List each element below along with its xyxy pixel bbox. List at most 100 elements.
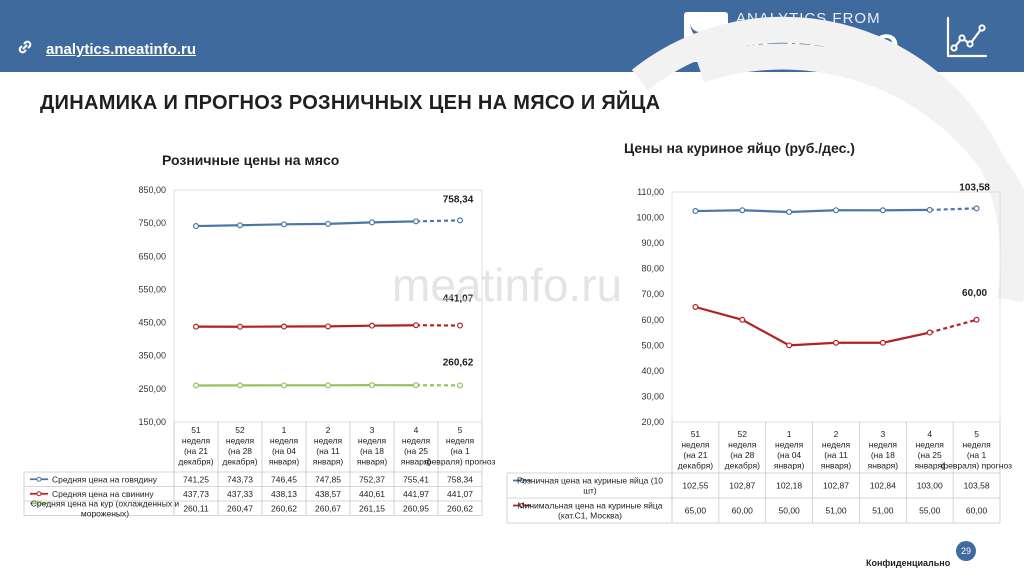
data-point xyxy=(369,219,376,226)
legend-marker xyxy=(36,500,42,506)
y-tick-label: 60,00 xyxy=(641,315,664,325)
data-point xyxy=(281,221,288,228)
page-number: 29 xyxy=(956,541,976,561)
y-tick-label: 40,00 xyxy=(641,366,664,376)
data-point xyxy=(973,316,980,323)
table-cell-value: 752,37 xyxy=(359,474,385,484)
legend-marker xyxy=(519,478,525,483)
table-cell-value: 102,84 xyxy=(870,481,896,491)
data-point xyxy=(193,382,200,389)
table-cell-value: 758,34 xyxy=(447,474,473,484)
table-cell-value: 55,00 xyxy=(919,506,941,516)
table-cell-value: 65,00 xyxy=(685,506,707,516)
category-label: 51 неделя (на 21 декабря) xyxy=(178,425,213,467)
y-tick-label: 350,00 xyxy=(138,351,166,361)
series-name: Розничная цена на куриные яйца (10 шт) xyxy=(517,476,663,496)
table-cell-value: 441,97 xyxy=(403,489,429,499)
legend-marker xyxy=(519,503,525,508)
category-label: 1 неделя (на 04 января) xyxy=(774,429,805,471)
data-point xyxy=(739,207,746,214)
table-cell-value: 103,58 xyxy=(964,481,990,491)
series-forecast-line xyxy=(929,318,977,334)
y-tick-label: 80,00 xyxy=(641,264,664,274)
data-point xyxy=(457,382,464,389)
y-tick-label: 250,00 xyxy=(138,384,166,394)
table-cell-value: 102,18 xyxy=(776,481,802,491)
end-data-label: 441,07 xyxy=(443,294,474,305)
site-link[interactable]: analytics.meatinfo.ru xyxy=(46,41,197,58)
series-line xyxy=(695,208,930,214)
category-label: 3 неделя (на 18 января) xyxy=(357,425,388,467)
table-cell-value: 746,45 xyxy=(271,474,297,484)
end-data-label: 260,62 xyxy=(443,357,474,368)
table-cell-value: 437,73 xyxy=(183,489,209,499)
y-tick-label: 50,00 xyxy=(641,340,664,350)
table-cell-value: 102,55 xyxy=(682,481,708,491)
data-point xyxy=(879,339,886,346)
table-cell-value: 755,41 xyxy=(403,474,429,484)
category-label: 51 неделя (на 21 декабря) xyxy=(678,429,713,471)
y-tick-label: 150,00 xyxy=(138,417,166,427)
series-name: Средняя цена на кур (охлажденных и мороже… xyxy=(31,498,180,518)
category-label: 3 неделя (на 18 января) xyxy=(868,429,899,471)
egg-chart-title: Цены на куриное яйцо (руб./дес.) xyxy=(624,140,855,156)
data-point xyxy=(237,222,244,229)
data-point xyxy=(281,323,288,330)
table-cell-value: 261,15 xyxy=(359,503,385,513)
plot-area xyxy=(173,189,483,423)
y-tick-label: 90,00 xyxy=(641,238,664,248)
end-data-label: 758,34 xyxy=(443,194,474,205)
category-label: 2 неделя (на 11 января) xyxy=(313,425,344,467)
table-cell-value: 743,73 xyxy=(227,474,253,484)
y-tick-label: 450,00 xyxy=(138,318,166,328)
table-cell-value: 60,00 xyxy=(732,506,754,516)
data-point xyxy=(832,207,839,214)
category-label: 52 неделя (на 28 декабря) xyxy=(725,429,760,471)
series-name: Средняя цена на свинину xyxy=(52,489,154,499)
series-forecast-line xyxy=(415,219,461,223)
table-cell-value: 260,95 xyxy=(403,503,429,513)
category-label: 2 неделя (на 11 января) xyxy=(821,429,852,471)
data-point xyxy=(193,323,200,330)
table-cell-value: 441,07 xyxy=(447,489,473,499)
meat-chart-title: Розничные цены на мясо xyxy=(162,152,340,168)
legend-marker xyxy=(36,476,42,482)
page-title: ДИНАМИКА И ПРОГНОЗ РОЗНИЧНЫХ ЦЕН НА МЯСО… xyxy=(40,92,661,114)
data-point xyxy=(369,322,376,329)
y-tick-label: 70,00 xyxy=(641,289,664,299)
data-point xyxy=(413,382,420,389)
y-tick-label: 30,00 xyxy=(641,391,664,401)
data-point xyxy=(832,339,839,346)
table-cell-value: 260,67 xyxy=(315,503,341,513)
end-data-label: 103,58 xyxy=(959,182,990,193)
y-tick-label: 650,00 xyxy=(138,251,166,261)
y-tick-label: 550,00 xyxy=(138,284,166,294)
link-icon xyxy=(18,40,32,54)
data-point xyxy=(413,218,420,225)
table-cell-value: 51,00 xyxy=(825,506,847,516)
table-cell-value: 440,61 xyxy=(359,489,385,499)
data-point xyxy=(786,342,793,349)
data-point xyxy=(926,206,933,213)
data-point xyxy=(457,322,464,329)
data-point xyxy=(973,205,980,212)
table-cell-value: 260,47 xyxy=(227,503,253,513)
y-tick-label: 750,00 xyxy=(138,218,166,228)
table-cell-value: 741,25 xyxy=(183,474,209,484)
plot-area xyxy=(671,191,1001,423)
table-cell-value: 51,00 xyxy=(872,506,894,516)
category-label: 5 неделя (на 1 февраля) прогноз xyxy=(425,425,496,467)
data-point xyxy=(325,323,332,330)
table-cell-value: 102,87 xyxy=(823,481,849,491)
table-cell-value: 50,00 xyxy=(779,506,801,516)
end-data-label: 60,00 xyxy=(962,288,987,299)
confidential-label: Конфиденциально xyxy=(866,558,951,568)
y-tick-label: 850,00 xyxy=(138,185,166,195)
data-point xyxy=(325,382,332,389)
data-point xyxy=(237,323,244,330)
table-cell-value: 438,57 xyxy=(315,489,341,499)
category-label: 4 неделя (на 25 января) xyxy=(401,425,432,467)
table-cell-value: 260,62 xyxy=(447,503,473,513)
